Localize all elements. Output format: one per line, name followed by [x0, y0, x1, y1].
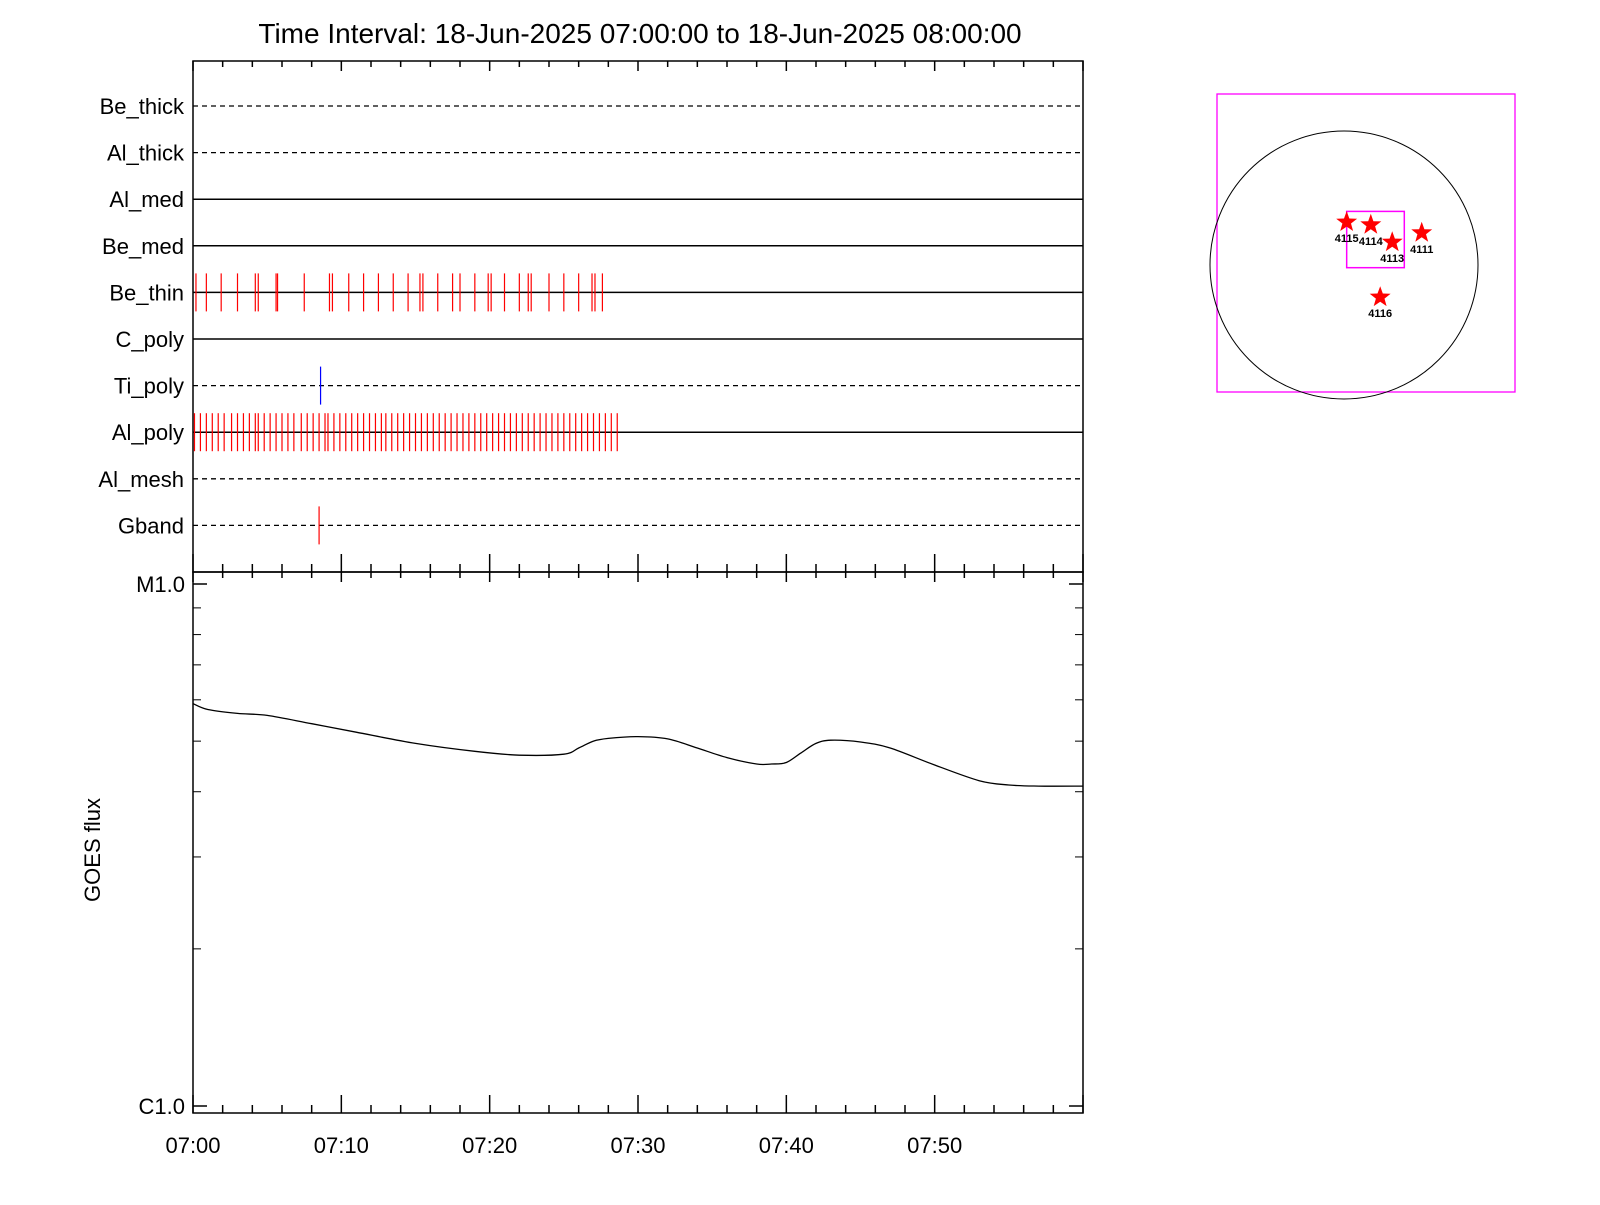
x-tick-label: 07:30	[610, 1133, 665, 1158]
channel-label-al-med: Al_med	[109, 187, 184, 212]
chart-title: Time Interval: 18-Jun-2025 07:00:00 to 1…	[258, 18, 1021, 49]
goes-ylabel: GOES flux	[80, 798, 105, 902]
channel-label-gband: Gband	[118, 513, 184, 538]
goes-frame	[192, 571, 1084, 1114]
channel-label-al-thick: Al_thick	[107, 141, 185, 166]
channel-label-c-poly: C_poly	[116, 327, 184, 352]
active-region-star	[1369, 286, 1391, 307]
active-region-star	[1336, 211, 1358, 231]
active-region-label: 4115	[1335, 233, 1359, 245]
x-tick-label: 07:10	[314, 1133, 369, 1158]
goes-flux-line	[192, 702, 1084, 787]
x-tick-label: 07:00	[165, 1133, 220, 1158]
x-tick-label: 07:50	[907, 1133, 962, 1158]
solar-limb	[1209, 130, 1479, 400]
x-tick-label: 07:20	[462, 1133, 517, 1158]
y-tick-label: M1.0	[136, 572, 185, 597]
active-region-label: 4111	[1410, 244, 1433, 256]
channel-label-be-thick: Be_thick	[100, 94, 185, 119]
active-region-label: 4113	[1380, 253, 1404, 265]
detector-timeline: Be_thick Al_thick Al_med Be_med Be_thin C_pol…	[98, 60, 1084, 573]
channel-label-ti-poly: Ti_poly	[114, 374, 184, 399]
active-region-star	[1360, 213, 1382, 234]
channel-label-be-thin: Be_thin	[109, 280, 184, 305]
active-region-star	[1411, 221, 1433, 242]
channel-label-al-poly: Al_poly	[112, 420, 184, 445]
y-tick-label: C1.0	[139, 1094, 185, 1119]
active-region-label: 4114	[1359, 236, 1384, 248]
map-frame	[1216, 93, 1516, 393]
active-region-label: 4116	[1368, 308, 1392, 320]
zoom-box	[1345, 210, 1406, 269]
x-tick-label: 07:40	[759, 1133, 814, 1158]
channel-label-al-mesh: Al_mesh	[98, 467, 184, 492]
channel-label-be-med: Be_med	[102, 234, 184, 259]
solar-disk-map: 4115 4114 4113 4111 4116	[1209, 93, 1516, 400]
active-region-star	[1381, 231, 1403, 252]
goes-flux-plot: 07:00 07:10 07:20 07:30 07:40 07:50 C1.0 M1.0	[136, 554, 1084, 1158]
timeline-frame	[192, 60, 1084, 573]
